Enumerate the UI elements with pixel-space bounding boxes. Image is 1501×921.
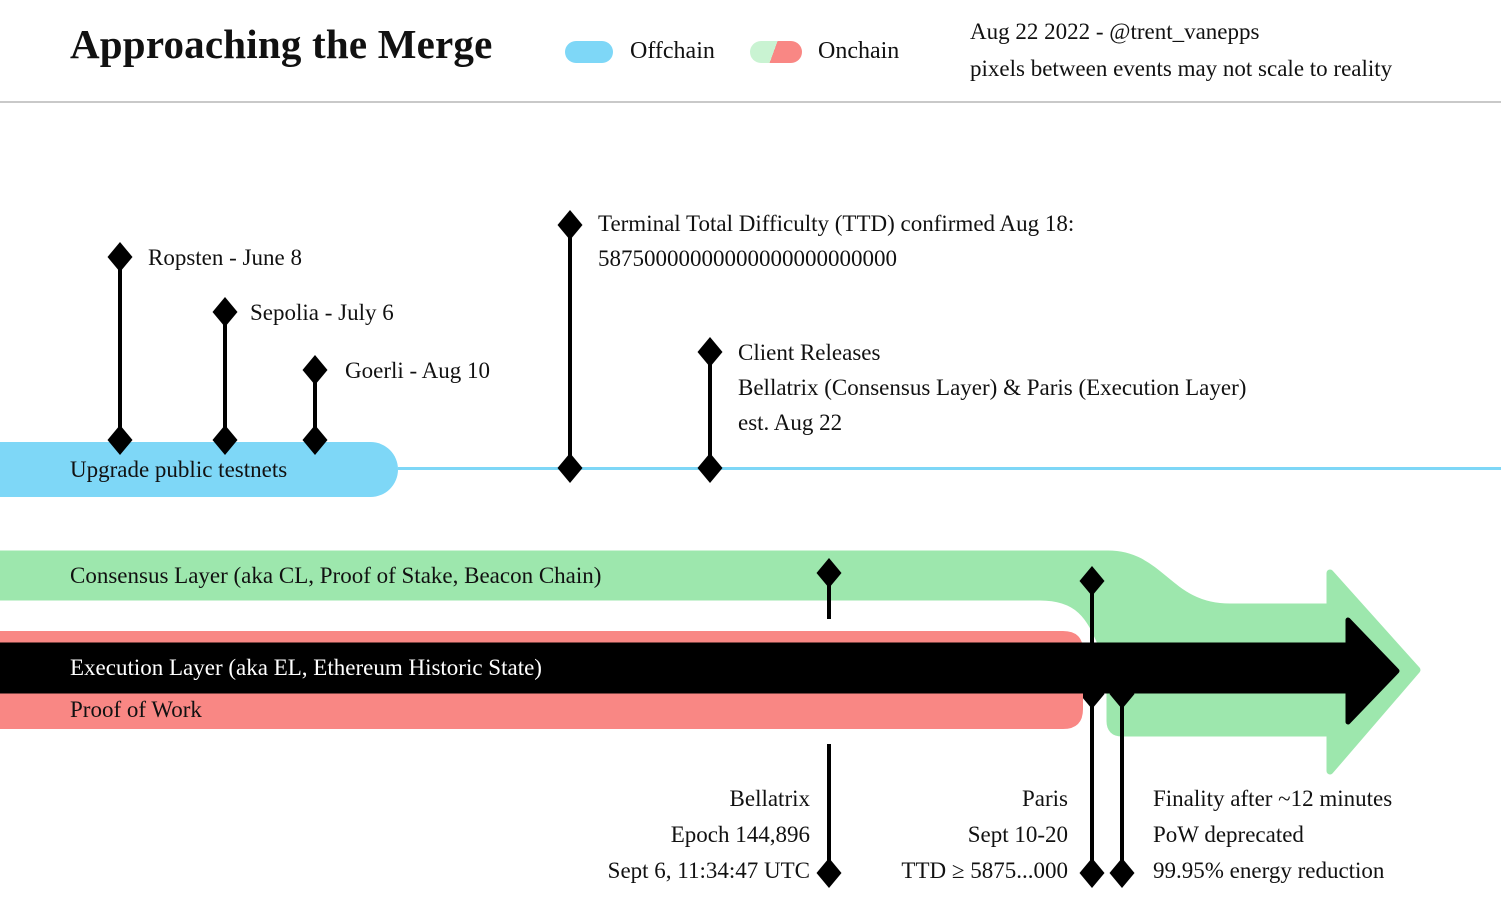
offchain-timeline — [398, 467, 1501, 470]
goerli-marker-line — [313, 370, 317, 440]
merge-outcome-label: Finality after ~12 minutes PoW deprecate… — [1153, 781, 1392, 889]
outcome-finality: Finality after ~12 minutes — [1153, 786, 1393, 811]
execution-black-arrow-shape — [0, 617, 1400, 725]
bellatrix-name: Bellatrix — [729, 786, 810, 811]
execution-layer-label: Execution Layer (aka EL, Ethereum Histor… — [70, 655, 542, 680]
onchain-legend-label: Onchain — [818, 38, 900, 64]
attribution: Aug 22 2022 - @trent_vanepps pixels betw… — [970, 13, 1392, 87]
ttd-label: Terminal Total Difficulty (TTD) confirme… — [598, 206, 1074, 276]
consensus-layer-label: Consensus Layer (aka CL, Proof of Stake,… — [70, 563, 602, 588]
ropsten-marker-line — [118, 257, 122, 440]
outcome-energy: 99.95% energy reduction — [1153, 858, 1385, 883]
client-releases-label: Client Releases Bellatrix (Consensus Lay… — [738, 335, 1246, 440]
paris-date: Sept 10-20 — [967, 822, 1068, 847]
ttd-label-line2: 58750000000000000000000000 — [598, 246, 897, 271]
bellatrix-label: Bellatrix Epoch 144,896 Sept 6, 11:34:47… — [608, 781, 810, 889]
ropsten-label: Ropsten - June 8 — [148, 245, 302, 270]
paris-ttd: TTD ≥ 5875...000 — [901, 858, 1068, 883]
bellatrix-epoch: Epoch 144,896 — [670, 822, 810, 847]
bellatrix-date: Sept 6, 11:34:47 UTC — [607, 858, 810, 883]
onchain-legend-swatch — [750, 41, 802, 63]
sepolia-marker-line — [223, 312, 227, 440]
header-divider — [0, 101, 1501, 103]
paris-label: Paris Sept 10-20 TTD ≥ 5875...000 — [901, 781, 1068, 889]
ttd-marker-line — [568, 225, 572, 468]
upgrade-testnets-label: Upgrade public testnets — [70, 457, 288, 482]
paris-marker-line — [1090, 581, 1094, 873]
paris-name: Paris — [1022, 786, 1068, 811]
attribution-date-author: Aug 22 2022 - @trent_vanepps — [970, 19, 1260, 44]
finality-marker-line — [1120, 694, 1124, 873]
client-releases-line3: est. Aug 22 — [738, 410, 843, 435]
client-releases-line2: Bellatrix (Consensus Layer) & Paris (Exe… — [738, 375, 1247, 400]
proof-of-work-label: Proof of Work — [70, 697, 202, 722]
offchain-legend-swatch — [565, 41, 613, 63]
bellatrix-marker-line-lower — [827, 744, 831, 873]
ttd-label-line1: Terminal Total Difficulty (TTD) confirme… — [598, 211, 1075, 236]
client-releases-line1: Client Releases — [738, 340, 881, 365]
upgrade-testnets-track: Upgrade public testnets — [0, 442, 398, 497]
client-releases-marker-line — [708, 352, 712, 468]
goerli-label: Goerli - Aug 10 — [345, 358, 491, 383]
sepolia-label: Sepolia - July 6 — [250, 300, 394, 325]
page-title: Approaching the Merge — [70, 21, 493, 67]
offchain-legend-label: Offchain — [630, 38, 715, 64]
outcome-pow-deprecated: PoW deprecated — [1153, 822, 1304, 847]
bellatrix-marker-line-upper — [827, 573, 831, 619]
attribution-disclaimer: pixels between events may not scale to r… — [970, 56, 1393, 81]
